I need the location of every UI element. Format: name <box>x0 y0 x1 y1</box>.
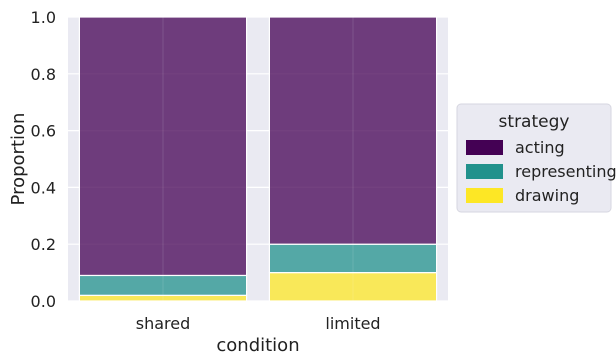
y-axis-label: Proportion <box>8 113 29 206</box>
y-tick-label: 0.2 <box>31 235 56 254</box>
bar-segment-acting-shared <box>78 16 248 277</box>
x-axis-ticks: shared limited <box>136 314 381 333</box>
legend-box <box>456 103 612 213</box>
y-tick-label: 1.0 <box>31 8 56 27</box>
legend-swatch-representing <box>466 164 503 179</box>
bar-segment-acting-limited <box>268 16 438 245</box>
legend-swatch-acting <box>466 140 503 155</box>
legend-swatch-drawing <box>466 188 503 203</box>
legend-title: strategy <box>499 112 570 132</box>
bar-segment-representing-limited <box>268 243 438 274</box>
x-tick-label: shared <box>136 314 191 333</box>
x-axis-label: condition <box>216 335 299 352</box>
legend-label-drawing: drawing <box>515 186 579 205</box>
legend-items: acting representing drawing <box>466 138 616 205</box>
y-tick-label: 0.0 <box>31 292 56 311</box>
y-tick-label: 0.8 <box>31 65 56 84</box>
y-axis-ticks: 0.0 0.2 0.4 0.6 0.8 1.0 <box>31 8 56 311</box>
legend-label-acting: acting <box>515 138 565 157</box>
y-tick-label: 0.4 <box>31 178 56 197</box>
bars <box>78 16 438 302</box>
x-tick-label: limited <box>325 314 380 333</box>
y-tick-label: 0.6 <box>31 122 56 141</box>
legend-label-representing: representing <box>515 162 616 181</box>
legend: strategy acting representing drawing <box>456 103 616 213</box>
